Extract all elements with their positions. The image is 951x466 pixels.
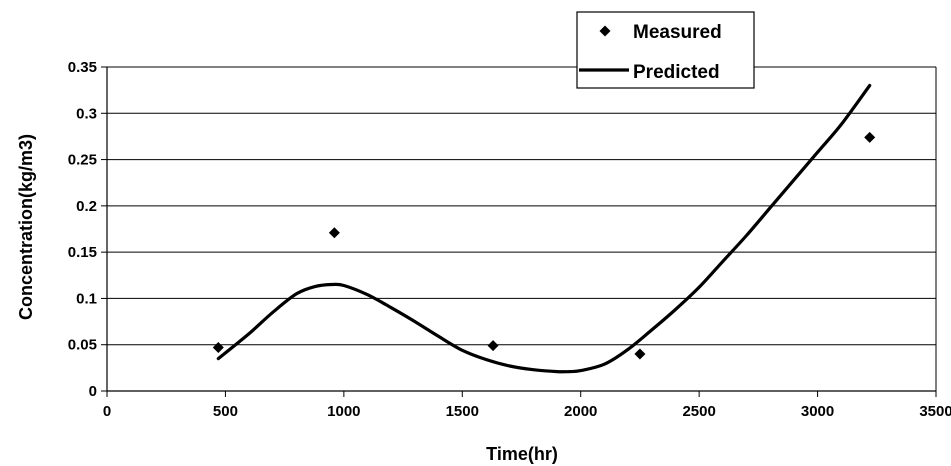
- measured-point: [212, 341, 224, 353]
- x-tick-label: 2500: [682, 403, 715, 420]
- legend-measured-label: Measured: [633, 22, 722, 43]
- legend-box: [576, 11, 755, 89]
- plot-series: [212, 83, 876, 374]
- y-axis-title: Concentration(kg/m3): [16, 134, 36, 320]
- measured-point: [634, 348, 646, 360]
- x-tick-label: 3000: [801, 403, 834, 420]
- predicted-series-line: [216, 83, 872, 374]
- x-tick-label: 0: [103, 403, 111, 420]
- x-tick-label: 1000: [327, 403, 360, 420]
- measured-point: [328, 227, 340, 239]
- x-tick-label: 2000: [564, 403, 597, 420]
- measured-point: [864, 131, 876, 143]
- x-tick-labels: 0 500 1000 1500 2000 2500 3000 3500: [103, 403, 951, 420]
- axes: [101, 66, 937, 397]
- x-tick-label: 500: [213, 403, 238, 420]
- x-tick-label: 3500: [919, 403, 951, 420]
- y-tick-label: 0.35: [68, 59, 97, 76]
- y-tick-label: 0.05: [68, 337, 97, 354]
- y-tick-label: 0.25: [68, 152, 97, 169]
- legend-measured-marker-icon: [599, 25, 611, 37]
- x-tick-label: 1500: [446, 403, 479, 420]
- y-tick-label: 0.1: [76, 290, 97, 307]
- measured-point: [487, 340, 499, 352]
- legend: Measured Predicted: [576, 11, 755, 89]
- x-axis-title: Time(hr): [486, 444, 558, 464]
- y-tick-labels: 0 0.05 0.1 0.15 0.2 0.25 0.3 0.35: [68, 59, 97, 400]
- y-tick-label: 0.3: [76, 105, 97, 122]
- legend-predicted-label: Predicted: [633, 62, 720, 83]
- gridlines: [107, 66, 936, 346]
- y-tick-label: 0.15: [68, 244, 97, 261]
- y-tick-label: 0: [89, 383, 97, 400]
- y-tick-label: 0.2: [76, 198, 97, 215]
